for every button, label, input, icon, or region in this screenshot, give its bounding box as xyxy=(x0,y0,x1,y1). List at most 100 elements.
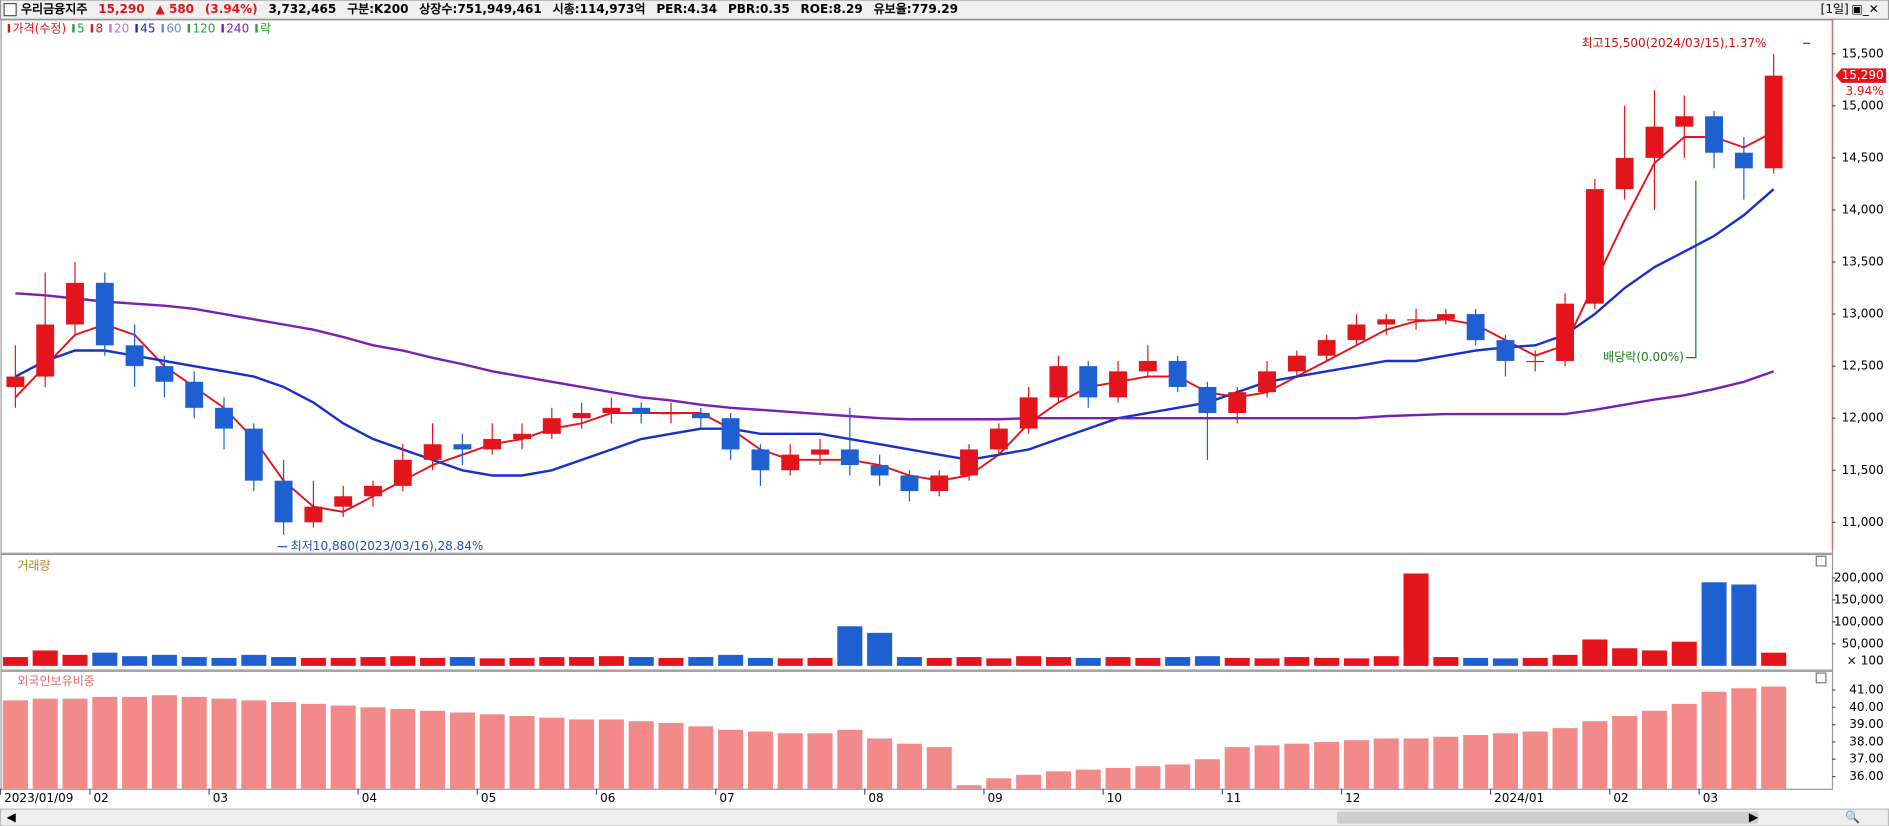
candle-body xyxy=(155,366,174,382)
bar xyxy=(1731,688,1757,789)
checkbox[interactable] xyxy=(3,3,17,17)
scroll-right[interactable]: ▶ xyxy=(1749,810,1759,824)
bar xyxy=(867,632,893,666)
candle-body xyxy=(36,324,55,377)
period[interactable]: [1일] xyxy=(1821,2,1849,16)
bar xyxy=(777,658,803,666)
bar xyxy=(718,654,744,666)
bar xyxy=(1403,738,1429,789)
bar xyxy=(1314,657,1340,666)
candle-body xyxy=(364,485,382,497)
candle-body xyxy=(1019,397,1038,429)
bar xyxy=(271,657,297,666)
header-item: ▲ 580 xyxy=(156,2,195,16)
bar xyxy=(896,743,922,789)
bar xyxy=(539,657,565,666)
panel-button[interactable] xyxy=(1815,672,1827,684)
bar xyxy=(1075,769,1101,789)
candle-body xyxy=(1317,340,1336,356)
bar xyxy=(926,657,952,666)
x-tick-label: 02 xyxy=(94,791,109,805)
candle-body xyxy=(811,449,829,455)
header-item: 시총:114,973억 xyxy=(553,1,646,16)
header-item: 3,732,465 xyxy=(268,2,336,16)
bar xyxy=(32,698,58,789)
candle-body xyxy=(1705,116,1723,153)
x-tick-label: 07 xyxy=(719,791,734,805)
moving-average xyxy=(14,188,1775,477)
zoom-buttons[interactable]: 🔍 xyxy=(1845,809,1860,824)
bar xyxy=(1492,658,1518,666)
last-price-tag xyxy=(1835,68,1887,83)
bar xyxy=(181,696,207,789)
price-panel xyxy=(0,19,1834,554)
bar xyxy=(241,700,267,789)
x-tick-label: 08 xyxy=(868,791,883,805)
bar xyxy=(807,733,833,789)
bar xyxy=(420,710,446,789)
y-tick-label: 13,000 xyxy=(1842,307,1884,321)
volume-unit: × 100 xyxy=(1847,654,1884,668)
bar xyxy=(658,722,684,789)
y-tick-label: 14,500 xyxy=(1842,150,1884,164)
bar xyxy=(2,657,28,666)
candle-body xyxy=(215,407,233,429)
y-tick-label: 37.00 xyxy=(1849,752,1883,766)
y-tick-label: 11,500 xyxy=(1842,463,1884,477)
bar xyxy=(1165,657,1191,666)
candle-body xyxy=(960,449,978,476)
y-tick-label: 11,000 xyxy=(1842,515,1884,529)
candle-body xyxy=(423,444,442,460)
bar xyxy=(1224,747,1250,789)
scroll-left[interactable]: ◀ xyxy=(7,810,17,824)
bar xyxy=(509,715,535,789)
bar xyxy=(1701,582,1727,666)
bar xyxy=(956,657,982,666)
legend-label: 가격(수정) xyxy=(13,21,67,35)
bar xyxy=(986,778,1012,789)
bar xyxy=(62,698,88,789)
x-tick-label: 12 xyxy=(1345,791,1360,805)
scroll-thumb[interactable] xyxy=(1337,811,1759,824)
x-tick-label: 2023/01/09 xyxy=(4,791,73,805)
candle-body xyxy=(1585,189,1604,304)
candle-body xyxy=(453,444,472,450)
annotation-dividend: 배당락(0.00%) xyxy=(1603,350,1684,364)
candle-body xyxy=(1347,324,1366,341)
bar xyxy=(986,658,1012,666)
y-tick-label: 15,500 xyxy=(1842,46,1884,60)
legend-swatch xyxy=(187,24,191,33)
header-item: 구분:K200 xyxy=(347,2,408,16)
candle-body xyxy=(1198,386,1217,413)
bar xyxy=(569,719,595,789)
bar xyxy=(807,657,833,666)
bar xyxy=(1612,648,1638,666)
bar xyxy=(1045,771,1071,789)
y-tick-label: 38.00 xyxy=(1849,734,1883,748)
bar xyxy=(449,657,475,666)
candle-body xyxy=(6,376,25,387)
bar xyxy=(1582,639,1608,666)
bar xyxy=(1105,767,1131,789)
bar xyxy=(1135,766,1161,789)
foreign-title: 외국인보유비중 xyxy=(17,674,94,688)
legend-swatch xyxy=(90,24,94,33)
bar xyxy=(1224,657,1250,666)
x-tick-label: 04 xyxy=(362,791,377,805)
window-buttons[interactable]: ▣_✕ xyxy=(1851,2,1878,16)
bar xyxy=(181,657,207,666)
moving-average xyxy=(15,292,1775,421)
panel-button[interactable] xyxy=(1815,555,1827,567)
bar xyxy=(926,747,952,789)
y-tick-label: 15,000 xyxy=(1842,98,1884,112)
bar xyxy=(598,656,624,666)
y-tick-label: 39.00 xyxy=(1849,717,1883,731)
x-tick-label: 06 xyxy=(600,791,615,805)
bar xyxy=(1105,657,1131,666)
candle-body xyxy=(393,459,412,486)
bar xyxy=(1731,584,1757,666)
legend-label: 8 xyxy=(96,21,104,35)
candle-body xyxy=(930,475,949,492)
bar xyxy=(151,695,177,789)
